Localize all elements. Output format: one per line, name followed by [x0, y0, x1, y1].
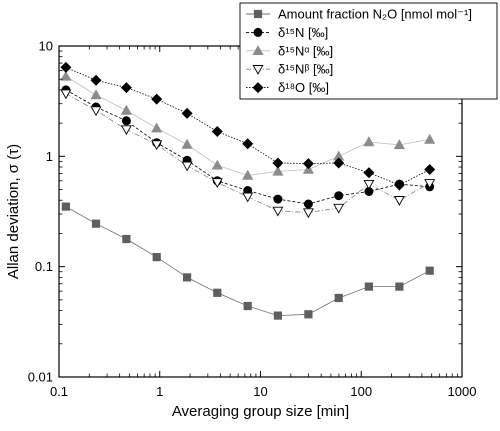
- data-point-s4-7: [242, 192, 254, 203]
- legend-marker-2: [253, 27, 263, 37]
- data-point-s3-3: [120, 104, 132, 115]
- data-point-s1-1: [61, 202, 70, 211]
- data-point-s3-8: [272, 165, 284, 176]
- data-point-s5-13: [424, 163, 436, 176]
- data-point-s2-10: [334, 191, 344, 201]
- legend-marker-4: [252, 65, 264, 75]
- data-point-s3-7: [242, 169, 254, 180]
- data-point-s4-11: [363, 179, 375, 190]
- data-point-s4-1: [60, 89, 72, 100]
- data-point-s4-10: [333, 203, 345, 214]
- x-axis-title: Averaging group size [min]: [172, 403, 349, 420]
- x-tick-label: 1000: [448, 384, 477, 399]
- y-axis-title: Allan deviation, σ (τ): [5, 144, 22, 279]
- data-point-s4-4: [151, 140, 163, 151]
- data-point-s3-6: [211, 159, 223, 170]
- x-tick-label: 100: [350, 384, 372, 399]
- legend-marker-3: [252, 45, 264, 55]
- data-point-s4-13: [424, 179, 436, 189]
- x-tick-label: 0.1: [50, 384, 68, 399]
- legend-label-4: δ¹⁵Nᵝ [‰]: [278, 62, 333, 77]
- data-point-s1-10: [334, 293, 343, 303]
- data-point-s5-6: [211, 125, 223, 138]
- data-point-s5-10: [333, 157, 345, 169]
- data-point-s5-12: [393, 179, 405, 191]
- legend-label-3: δ¹⁵Nᵅ [‰]: [278, 43, 333, 58]
- data-point-s5-2: [90, 74, 102, 86]
- data-point-s4-6: [211, 178, 223, 189]
- legend-label-1: Amount fraction N₂O [nmol mol⁻¹]: [278, 7, 472, 22]
- data-point-s4-12: [393, 196, 405, 206]
- y-tick-label: 10: [39, 39, 53, 54]
- data-point-s3-13: [424, 133, 436, 144]
- data-point-s1-9: [304, 310, 313, 319]
- data-point-s5-3: [120, 82, 132, 94]
- data-point-s3-4: [151, 122, 163, 133]
- data-point-s1-3: [122, 234, 131, 244]
- plot-area: [58, 45, 463, 378]
- data-point-s4-3: [120, 125, 132, 136]
- data-point-s2-8: [273, 194, 283, 204]
- data-point-s4-2: [90, 106, 102, 117]
- data-point-s2-9: [303, 199, 313, 209]
- data-point-s5-4: [151, 93, 163, 105]
- data-point-s1-11: [364, 282, 373, 291]
- data-point-s3-2: [90, 89, 102, 100]
- data-point-s1-2: [91, 219, 101, 228]
- data-point-s4-8: [272, 206, 284, 217]
- data-point-s4-9: [302, 208, 314, 219]
- data-point-s5-9: [302, 158, 314, 170]
- legend-box: [239, 2, 498, 100]
- y-tick-label: 1: [46, 149, 53, 164]
- y-tick-label: 0.01: [28, 370, 53, 385]
- data-point-s3-12: [393, 139, 405, 150]
- data-point-s3-11: [363, 136, 375, 147]
- data-point-s4-5: [181, 161, 193, 172]
- data-point-s1-8: [273, 311, 282, 320]
- data-point-s5-5: [181, 107, 193, 119]
- data-point-s1-7: [243, 301, 252, 311]
- data-point-s3-1: [60, 70, 72, 81]
- data-point-s1-12: [395, 282, 404, 291]
- data-point-s3-5: [181, 138, 193, 149]
- x-tick-label: 10: [253, 384, 267, 399]
- data-point-s5-7: [242, 138, 254, 150]
- data-point-s1-13: [425, 266, 434, 275]
- legend-marker-1: [253, 9, 263, 19]
- legend-marker-5: [252, 82, 264, 94]
- y-tick-label: 0.1: [35, 259, 53, 274]
- x-tick-label: 1: [156, 384, 163, 399]
- data-point-s5-11: [363, 167, 375, 179]
- legend-label-5: δ¹⁸O [‰]: [278, 80, 329, 95]
- legend-label-2: δ¹⁵N [‰]: [278, 25, 328, 40]
- data-point-s1-5: [183, 273, 192, 282]
- data-point-s5-8: [272, 157, 284, 169]
- data-point-s5-1: [60, 61, 72, 73]
- data-point-s2-3: [121, 116, 131, 126]
- data-point-s1-4: [152, 253, 161, 262]
- data-point-s1-6: [213, 288, 222, 297]
